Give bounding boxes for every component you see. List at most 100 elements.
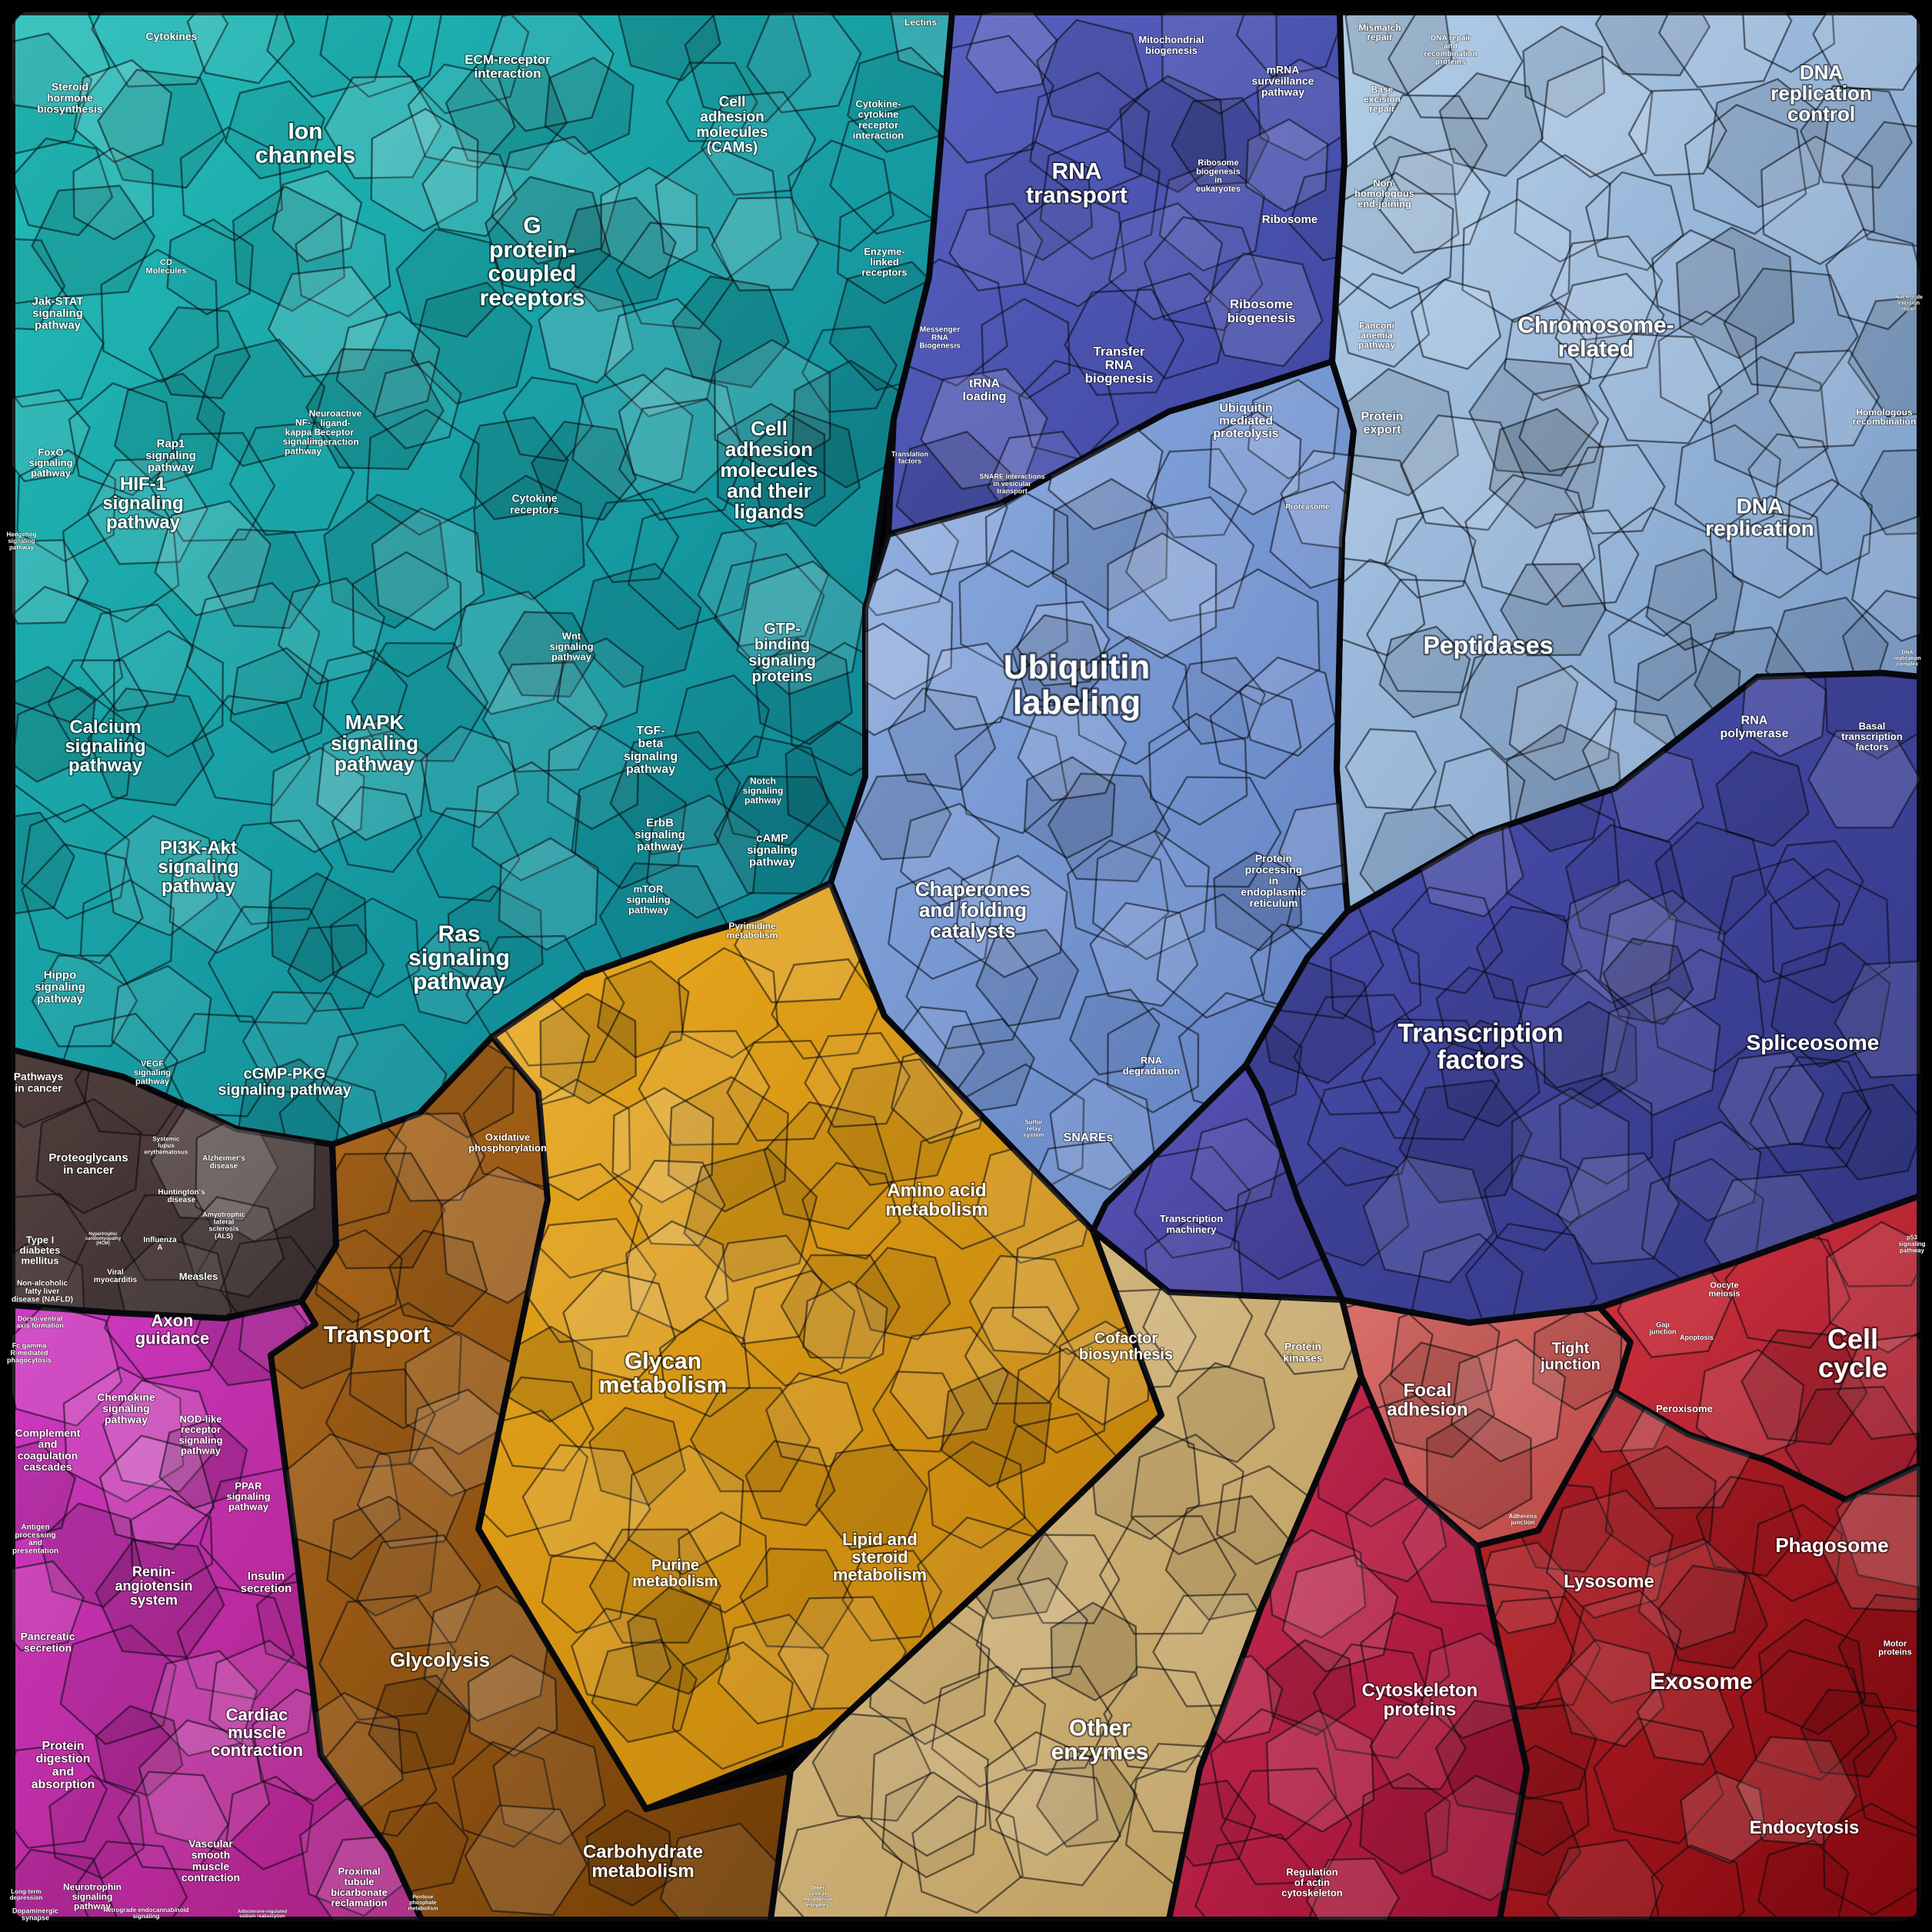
cell-label: Protein digestion and absorption (32, 1740, 95, 1791)
mosaic-cell (112, 630, 225, 758)
cell-label: Lysosome (1564, 1571, 1654, 1592)
mosaic-cell (519, 1217, 657, 1344)
mosaic-cell (1837, 1594, 1920, 1714)
mosaic-cell (1344, 12, 1453, 96)
region-cells-signaling-teal (12, 12, 952, 1144)
mosaic-cell (1209, 684, 1302, 780)
mosaic-cell (1459, 639, 1579, 761)
cell-label: Fc gamma R-mediated phagocytosis (7, 1342, 52, 1364)
mosaic-cell (1378, 625, 1471, 719)
cell-label: Pancreatic secretion (21, 1631, 75, 1654)
mosaic-cell (1437, 1019, 1541, 1128)
mosaic-cell (968, 1254, 1081, 1355)
mosaic-cell (887, 687, 997, 791)
cell-label: Cytokine receptors (510, 492, 559, 516)
mosaic-cell (628, 1159, 726, 1247)
mosaic-cell (1203, 252, 1324, 368)
cell-label: tRNA loading (963, 378, 1007, 404)
mosaic-cell (186, 12, 295, 85)
mosaic-cell (1148, 712, 1248, 826)
mosaic-cell (48, 1774, 145, 1880)
mosaic-cell (192, 695, 311, 806)
cell-label: Lectins (904, 17, 937, 28)
mosaic-cell (498, 837, 599, 951)
cell-label: Hippo signaling pathway (35, 968, 85, 1005)
mosaic-cell (1680, 1771, 1767, 1864)
cell-label: Pentose phosphate metabolism (408, 1895, 438, 1912)
mosaic-cell (80, 603, 195, 712)
mosaic-cell (591, 1638, 698, 1744)
mosaic-cell (295, 212, 391, 318)
mosaic-cell (12, 388, 91, 482)
cell-label: Cardiac muscle contraction (211, 1705, 303, 1760)
cell-label: Cytokine-cytokine receptor interaction (853, 98, 904, 142)
cell-label: Influenza A (143, 1236, 177, 1252)
cell-label: Non-alcoholic fatty liver disease (NAFLD) (12, 1280, 73, 1304)
mosaic-cell (1851, 513, 1920, 642)
cell-label: Transcription factors (1397, 1018, 1563, 1074)
mosaic-cell (162, 1012, 280, 1118)
cell-label: Purine metabolism (632, 1557, 718, 1591)
mosaic-cell (738, 1547, 854, 1649)
mosaic-cell (1013, 1347, 1111, 1454)
cell-label: Pyrimidine metabolism (727, 921, 778, 941)
cell-label: Antigen processing and presentation (12, 1523, 58, 1555)
mosaic-cell (683, 1147, 818, 1283)
cell-label: Pathways in cancer (14, 1071, 64, 1094)
cell-label: Measles (179, 1271, 218, 1282)
mosaic-cell (479, 12, 615, 132)
mosaic-cell (1125, 496, 1255, 622)
mosaic-cell (1047, 772, 1171, 883)
mosaic-cell (940, 1367, 1052, 1487)
mosaic-cell (1016, 188, 1127, 308)
cell-label: Ribosome (1262, 213, 1318, 226)
mosaic-cell (1799, 85, 1913, 189)
mosaic-cell (881, 1771, 978, 1879)
mosaic-cell (166, 218, 254, 316)
mosaic-cell (12, 686, 136, 824)
cell-label: Messenger RNA Biogenesis (919, 326, 961, 351)
mosaic-cell (954, 854, 1068, 978)
mosaic-cell (920, 368, 1048, 490)
mosaic-cell (370, 108, 479, 232)
cell-label: Mismatch repair (1358, 22, 1401, 42)
cell-label: Dopaminergic synapse (12, 1907, 58, 1921)
cell-label: Transport (324, 1322, 430, 1347)
mosaic-cell (541, 1541, 631, 1634)
mosaic-cell (451, 1740, 555, 1848)
mosaic-cell (445, 55, 568, 172)
mosaic-cell (995, 1769, 1121, 1887)
mosaic-cell (618, 367, 742, 494)
cell-label: Carbohydrate metabolism (583, 1842, 703, 1882)
mosaic-cell (1550, 235, 1664, 341)
mosaic-cell (1500, 563, 1607, 657)
cell-label: Aldosterone-regulated sodium reabsorption (238, 1910, 287, 1919)
mosaic-cell (1359, 1772, 1451, 1875)
cell-label: Fanconi anemia pathway (1358, 321, 1395, 351)
mosaic-cell (278, 1073, 388, 1144)
cell-label: Viral myocarditis (94, 1268, 138, 1284)
mosaic-cell (984, 491, 1069, 588)
mosaic-cell (829, 105, 952, 235)
mosaic-cell (547, 724, 640, 831)
mosaic-cell (1146, 448, 1247, 539)
cell-label: FoxO signaling pathway (28, 447, 72, 479)
mosaic-cell (1190, 1118, 1283, 1212)
mosaic-cell (323, 493, 450, 629)
mosaic-cell (271, 170, 363, 263)
mosaic-cell (12, 1193, 91, 1287)
mosaic-cell (1488, 408, 1604, 529)
mosaic-cell (229, 647, 329, 754)
mosaic-cell (12, 585, 124, 724)
mosaic-cell (984, 1730, 1099, 1857)
mosaic-cell (217, 819, 334, 925)
mosaic-cell (1531, 509, 1640, 608)
mosaic-cell (981, 298, 1071, 400)
mosaic-cell (802, 1280, 888, 1375)
cell-label: Other central metabolism enzymes (803, 1886, 833, 1908)
mosaic-cell (12, 811, 75, 918)
mosaic-cell (521, 1444, 651, 1563)
cell-label: Ribosome biogenesis in eukaryotes (1196, 158, 1241, 194)
mosaic-cell (1749, 1061, 1872, 1174)
mosaic-cell (544, 56, 635, 155)
